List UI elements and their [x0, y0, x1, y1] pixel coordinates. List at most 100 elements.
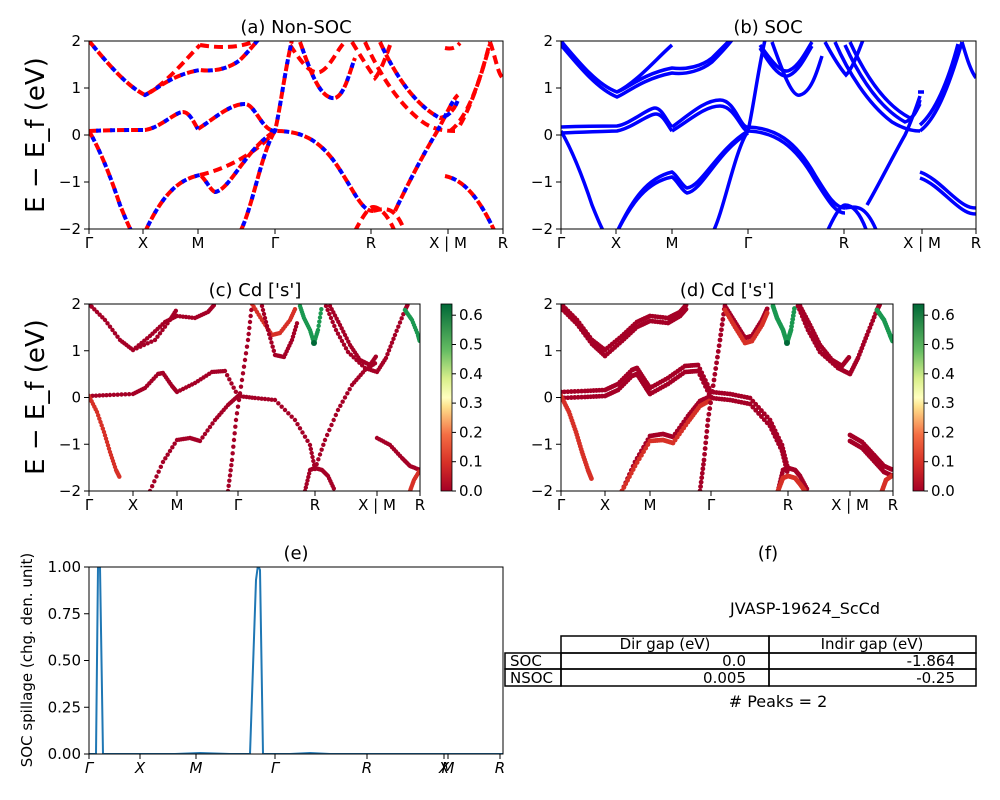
x-tick-label: M [442, 759, 455, 777]
colorbar-tick-label: 0.6 [459, 306, 483, 324]
y-tick-label: 0 [543, 126, 553, 144]
panel-e-axes [88, 566, 504, 755]
band-dot [282, 407, 288, 413]
band-dot [155, 334, 160, 339]
band-dot [289, 414, 294, 419]
x-tick-label: R [971, 234, 981, 252]
band-dot [789, 324, 794, 329]
band-dot [764, 310, 770, 316]
band-dot [699, 475, 705, 481]
band-dot [243, 351, 249, 356]
band-dot [104, 392, 109, 398]
band-dot [708, 400, 713, 406]
band-dot [703, 434, 709, 440]
band-dot [784, 340, 790, 346]
y-tick-label: 0 [71, 126, 81, 144]
band-dot [717, 337, 723, 343]
band-dot [226, 483, 231, 489]
band-dot [252, 395, 258, 401]
panel-e-ticks: 1.000.750.500.250.00Γ X M Γ R XM R [48, 558, 506, 777]
band-dot [106, 446, 112, 451]
band-dot [100, 393, 106, 398]
band-dot [261, 311, 267, 317]
band-dot [295, 421, 300, 427]
band-dot [279, 404, 284, 409]
band-dot [101, 429, 107, 435]
band-dot [342, 395, 348, 400]
band-dot [703, 440, 709, 446]
band-dot [323, 304, 329, 309]
band-dot [89, 304, 94, 309]
band-dot [149, 339, 154, 344]
band-dot [324, 432, 330, 438]
band-dot [337, 322, 343, 328]
band-dot [241, 364, 247, 369]
x-tick-label: M [192, 234, 205, 252]
band-dot [156, 469, 161, 474]
band-dot [846, 355, 852, 360]
band-dot [152, 337, 158, 343]
band-dot [94, 309, 100, 315]
band-dot [789, 320, 795, 326]
band-dot [306, 471, 312, 476]
band-dot [345, 391, 350, 396]
band-dot [173, 308, 179, 314]
band-dot [210, 421, 215, 426]
band-dot [877, 304, 882, 308]
band-dot [165, 321, 170, 326]
colorbar-tick-label: 0.4 [459, 365, 483, 383]
band-dot [97, 393, 102, 398]
band-dot [704, 387, 710, 393]
band-dot [227, 478, 232, 483]
band-dot [703, 384, 708, 389]
band-dot [112, 331, 118, 336]
band-dot [276, 401, 281, 406]
colorbar-tick-label: 0.0 [931, 482, 955, 500]
band-dot [303, 485, 309, 490]
band-dot [105, 321, 110, 326]
band-dot [753, 407, 759, 413]
colorbar-tick-label: 0.1 [459, 453, 483, 471]
colorbar-tick-label: 0.2 [931, 423, 955, 441]
band-dot [634, 460, 640, 465]
band-dot [639, 452, 644, 458]
band-dot [305, 478, 310, 483]
band-dot [311, 340, 317, 346]
band-dot [98, 419, 103, 425]
band-dot [764, 420, 770, 426]
y-tick-label: 1 [543, 342, 553, 360]
band-dot [575, 394, 581, 400]
band-dot [272, 397, 278, 403]
band-dot [238, 384, 244, 389]
x-tick-label: Γ [557, 496, 566, 514]
band-dot [335, 407, 341, 413]
band-dot [102, 317, 108, 323]
x-tick-label: R [310, 496, 320, 514]
y-tick-label: 0 [71, 389, 81, 407]
band-dot [100, 315, 105, 320]
x-tick-label: R [839, 234, 849, 252]
band-dot [322, 437, 328, 443]
y-tick-label: −2 [531, 220, 553, 238]
band-dot [709, 394, 714, 400]
band-dot [699, 470, 705, 476]
panel-a-ylabel: E − E_f (eV) [21, 57, 51, 213]
band-dot [149, 483, 155, 489]
band-dot [630, 467, 636, 472]
band-dot [641, 449, 646, 455]
band-dot [130, 347, 136, 353]
band-dot [265, 327, 271, 333]
band-dot [317, 315, 323, 320]
band-dot [750, 404, 756, 410]
band-dot [259, 396, 264, 401]
band-dot [123, 392, 128, 397]
x-tick-label: Γ [85, 234, 94, 252]
table-header-dir-gap: Dir gap (eV) [620, 635, 711, 653]
band-dot [333, 327, 339, 333]
band-dot [170, 445, 175, 450]
band-dot [774, 437, 780, 443]
band-dot [286, 411, 291, 416]
